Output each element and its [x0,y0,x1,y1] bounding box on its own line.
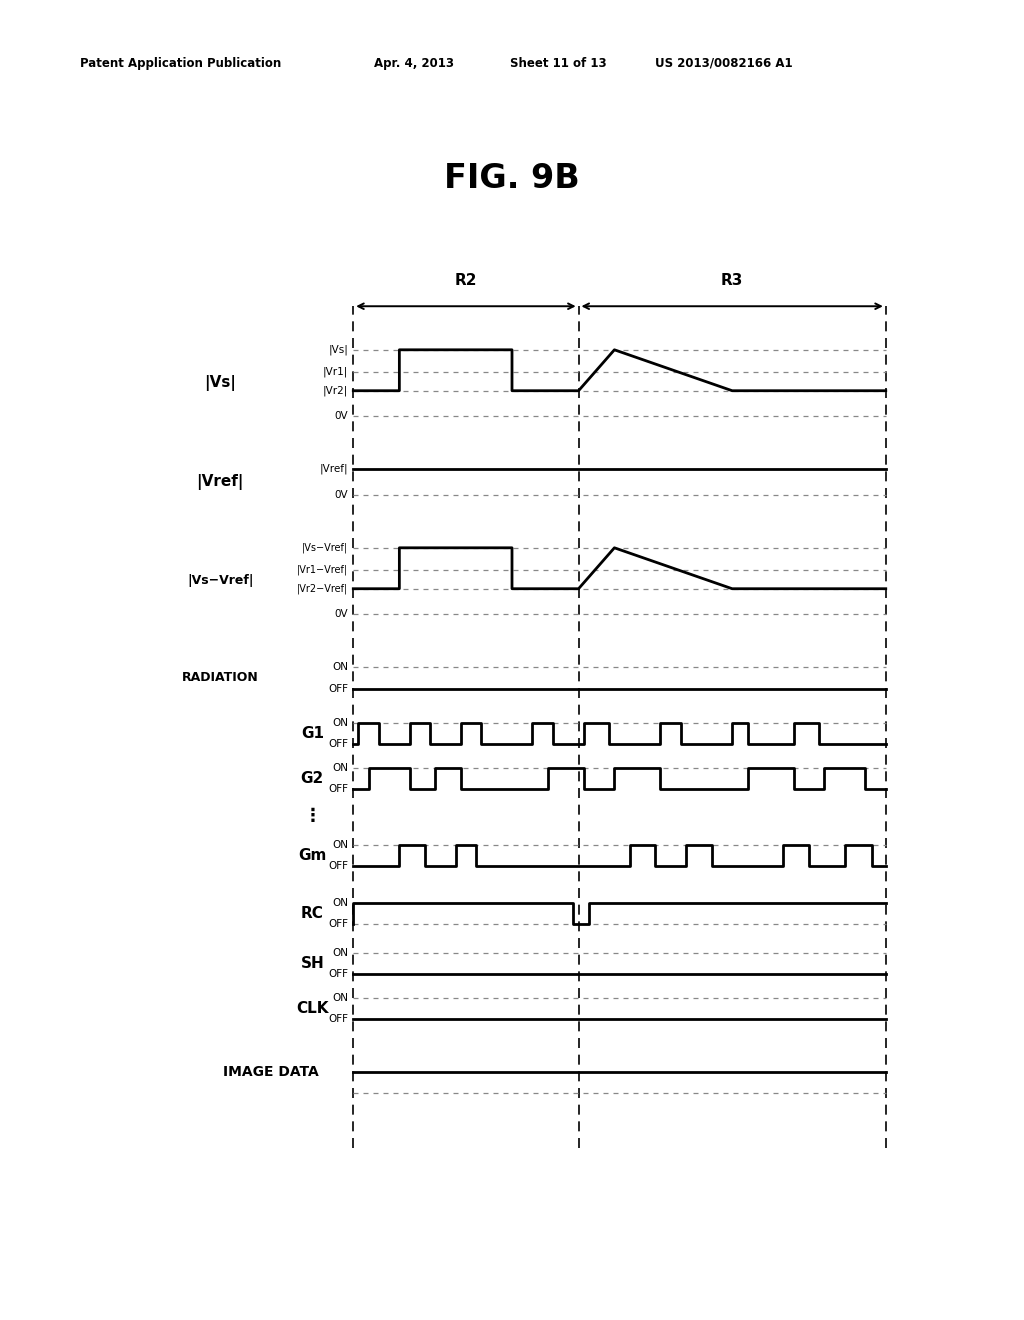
Text: CLK: CLK [296,1001,329,1016]
Text: RADIATION: RADIATION [182,672,258,684]
Text: ON: ON [332,898,348,908]
Text: |Vref|: |Vref| [319,463,348,474]
Text: US 2013/0082166 A1: US 2013/0082166 A1 [655,57,793,70]
Text: 0V: 0V [335,411,348,421]
Text: OFF: OFF [328,969,348,979]
Text: Gm: Gm [298,847,327,863]
Text: ON: ON [332,763,348,774]
Text: FIG. 9B: FIG. 9B [444,162,580,195]
Text: OFF: OFF [328,861,348,871]
Text: OFF: OFF [328,919,348,929]
Text: SH: SH [300,956,325,972]
Text: IMAGE DATA: IMAGE DATA [223,1065,319,1078]
Text: |Vs−Vref|: |Vs−Vref| [187,574,253,587]
Text: G2: G2 [301,771,324,787]
Text: ON: ON [332,948,348,958]
Text: |Vs|: |Vs| [329,345,348,355]
Text: ON: ON [332,661,348,672]
Text: ⋮: ⋮ [303,807,322,825]
Text: |Vref|: |Vref| [197,474,244,490]
Text: ON: ON [332,840,348,850]
Text: RC: RC [301,906,324,921]
Text: R3: R3 [721,273,743,288]
Text: |Vr2−Vref|: |Vr2−Vref| [297,583,348,594]
Text: OFF: OFF [328,784,348,795]
Text: Apr. 4, 2013: Apr. 4, 2013 [374,57,454,70]
Text: OFF: OFF [328,739,348,750]
Text: |Vr1|: |Vr1| [323,367,348,378]
Text: OFF: OFF [328,684,348,694]
Text: |Vr2|: |Vr2| [323,385,348,396]
Text: OFF: OFF [328,1014,348,1024]
Text: 0V: 0V [335,609,348,619]
Text: |Vr1−Vref|: |Vr1−Vref| [297,565,348,576]
Text: |Vs|: |Vs| [204,375,237,391]
Text: Patent Application Publication: Patent Application Publication [80,57,282,70]
Text: 0V: 0V [335,490,348,500]
Text: G1: G1 [301,726,324,742]
Text: R2: R2 [455,273,477,288]
Text: ON: ON [332,993,348,1003]
Text: Sheet 11 of 13: Sheet 11 of 13 [510,57,606,70]
Text: ON: ON [332,718,348,729]
Text: |Vs−Vref|: |Vs−Vref| [302,543,348,553]
